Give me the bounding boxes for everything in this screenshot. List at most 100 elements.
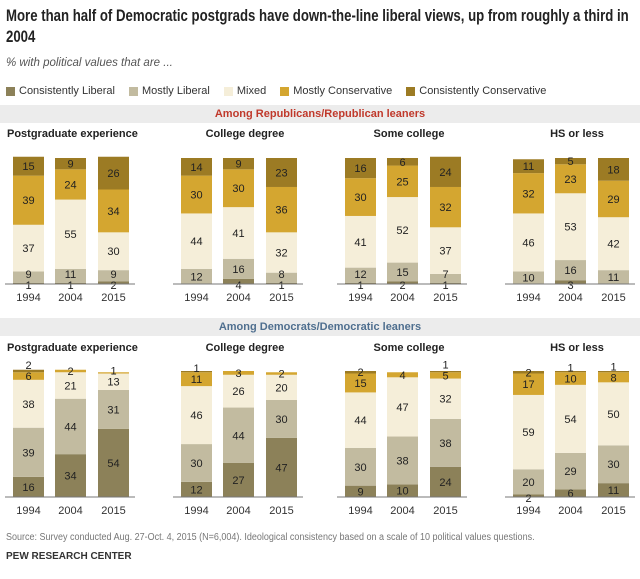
bar-segment <box>598 180 629 218</box>
bar-segment <box>513 494 544 497</box>
bar-segment <box>555 452 586 490</box>
bar-segment <box>430 418 461 467</box>
data-label: 11 <box>608 272 619 284</box>
bar-segment <box>181 481 212 497</box>
bar-segment <box>430 227 461 274</box>
data-label: 21 <box>64 380 76 392</box>
data-label: 32 <box>275 248 287 260</box>
legend-label: Consistently Conservative <box>419 85 547 97</box>
data-label: 32 <box>439 394 451 406</box>
bar-segment <box>13 369 44 373</box>
bar-segment <box>13 282 44 284</box>
panel-title: Some college <box>374 342 445 354</box>
data-label: 26 <box>232 386 244 398</box>
bar-segment <box>555 158 586 165</box>
legend-label: Consistently Liberal <box>19 85 115 97</box>
bar-segment <box>181 158 212 176</box>
bar-segment <box>181 444 212 482</box>
bar-segment <box>387 262 418 282</box>
bar-segment <box>266 374 297 400</box>
data-label: 11 <box>608 485 619 497</box>
data-label: 59 <box>522 427 534 439</box>
data-label: 11 <box>191 374 202 386</box>
bar-segment <box>430 378 461 419</box>
data-label: 6 <box>25 371 31 383</box>
legend-swatch <box>223 86 233 96</box>
data-label: 44 <box>64 421 76 433</box>
bar-segment <box>266 282 297 284</box>
data-label: 4 <box>235 280 241 292</box>
year-tick-label: 2015 <box>433 292 457 304</box>
data-label: 44 <box>232 430 244 442</box>
data-label: 55 <box>64 229 76 241</box>
data-label: 4 <box>399 370 405 382</box>
year-tick-label: 1994 <box>16 505 40 517</box>
data-label: 54 <box>107 458 119 470</box>
chart-title: More than half of Democratic postgrads h… <box>6 7 629 46</box>
bar-segment <box>387 197 418 263</box>
data-label: 8 <box>278 269 284 281</box>
bar-segment <box>387 372 418 378</box>
data-label: 47 <box>275 462 287 474</box>
year-tick-label: 2015 <box>269 292 293 304</box>
data-label: 24 <box>439 477 451 489</box>
data-label: 25 <box>396 176 408 188</box>
data-label: 6 <box>399 157 405 169</box>
data-label: 27 <box>232 475 244 487</box>
data-label: 30 <box>190 458 202 470</box>
year-tick-label: 2004 <box>390 292 414 304</box>
panel-title: Postgraduate experience <box>7 342 138 354</box>
data-label: 15 <box>396 267 408 279</box>
bar-segment <box>345 267 376 283</box>
bar-segment <box>430 372 461 379</box>
bar-segment <box>266 399 297 438</box>
bar-segment <box>598 158 629 181</box>
data-label: 24 <box>439 167 451 179</box>
data-label: 47 <box>396 402 408 414</box>
bar-segment <box>223 407 254 463</box>
data-label: 1 <box>25 280 31 292</box>
data-label: 46 <box>522 237 534 249</box>
data-label: 54 <box>564 414 576 426</box>
data-label: 10 <box>396 486 408 498</box>
data-label: 39 <box>22 447 34 459</box>
bar-segment <box>13 271 44 283</box>
bar-segment <box>430 282 461 284</box>
bar-segment <box>598 382 629 446</box>
data-label: 38 <box>439 438 451 450</box>
data-label: 1 <box>442 359 448 371</box>
bar-segment <box>387 281 418 284</box>
bar-segment <box>345 392 376 448</box>
data-label: 29 <box>564 466 576 478</box>
data-label: 5 <box>442 370 448 382</box>
bar-segment <box>98 156 129 190</box>
bar-segment <box>387 377 418 437</box>
data-label: 11 <box>65 269 76 281</box>
data-label: 52 <box>396 225 408 237</box>
bar-segment <box>513 271 544 284</box>
bar-segment <box>98 270 129 282</box>
bar-segment <box>598 371 629 373</box>
data-label: 8 <box>610 372 616 384</box>
year-tick-label: 2015 <box>101 292 125 304</box>
data-label: 37 <box>22 243 34 255</box>
data-label: 42 <box>607 239 619 251</box>
data-label: 7 <box>442 269 448 281</box>
data-label: 18 <box>607 164 619 176</box>
chart-subtitle: % with political values that are ... <box>6 57 173 69</box>
data-label: 1 <box>110 366 116 378</box>
bar-segment <box>181 386 212 445</box>
bar-segment <box>181 372 212 387</box>
bar-segment <box>555 372 586 385</box>
data-label: 10 <box>522 273 534 285</box>
legend-item: Mixed <box>223 85 266 97</box>
data-label: 16 <box>22 482 34 494</box>
data-label: 17 <box>522 379 534 391</box>
legend-swatch <box>406 86 416 96</box>
year-tick-label: 2004 <box>226 505 250 517</box>
bar-segment <box>430 186 461 228</box>
data-label: 1 <box>357 280 363 292</box>
bar-segment <box>13 379 44 428</box>
bar-segment <box>223 371 254 375</box>
bar-segment <box>513 159 544 174</box>
